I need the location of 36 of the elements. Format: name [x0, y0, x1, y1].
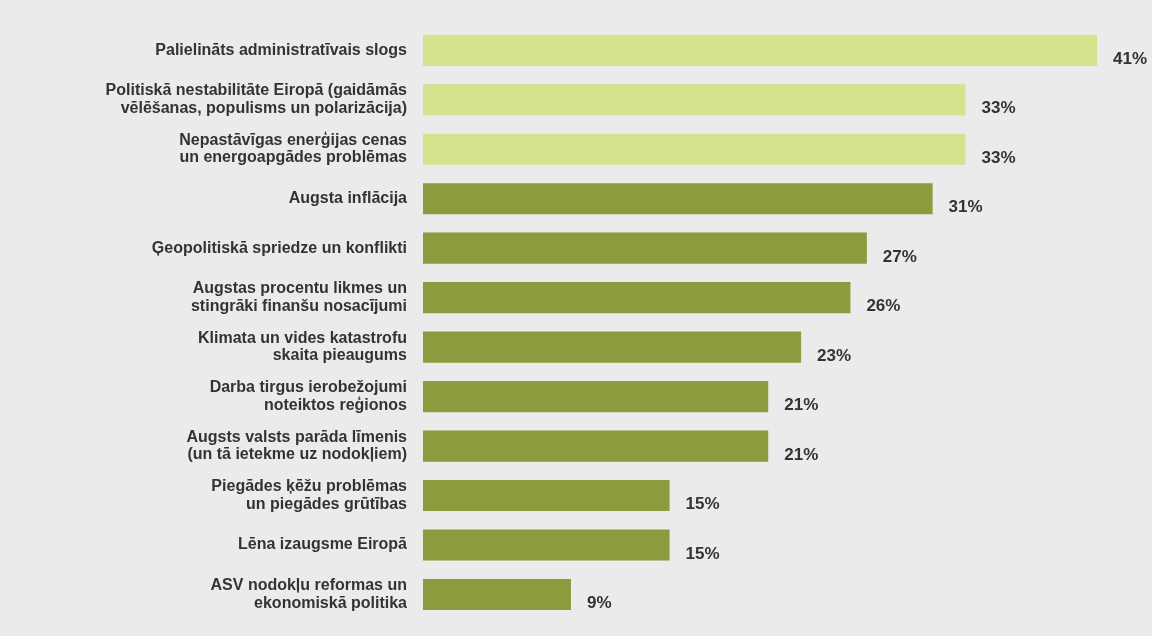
data-label: 9%: [586, 593, 612, 613]
y-tick-label: Augstas procentu likmes un stingrāki finanšu nosacījumi: [190, 279, 407, 314]
data-label: 21%: [784, 395, 819, 415]
bar: [423, 84, 966, 116]
data-label: 31%: [948, 197, 983, 217]
bar: [423, 183, 933, 215]
bar: [423, 430, 769, 462]
bar: [423, 578, 571, 611]
data-label: 33%: [981, 98, 1016, 118]
y-tick-label: Augsta inflācija: [288, 189, 408, 207]
y-tick-label: Piegādes ķēžu problēmas un piegādes grūtības: [211, 477, 408, 512]
data-label: 15%: [685, 543, 720, 563]
data-label: 26%: [866, 296, 901, 316]
data-label: 15%: [685, 494, 720, 514]
y-tick-label: Nepastāvīgas enerģijas cenas un energoapgādes problēmas: [179, 130, 408, 166]
y-tick-label: Palielināts administratīvais slogs: [155, 40, 408, 58]
y-tick-label: Politiskā nestabilitāte Eiropā (gaidāmās vēlēšanas, populisms un polarizācija): [105, 81, 408, 117]
data-label: 27%: [882, 246, 917, 266]
data-label: 21%: [784, 444, 819, 464]
bar: [423, 479, 670, 512]
y-tick-label: Klimata un vides katastrofu skaita pieaugums: [198, 328, 408, 364]
y-tick-label: Ģeopolitiskā spriedze un konflikti: [151, 238, 407, 256]
bar: [423, 331, 802, 363]
y-tick-label: Lēna izaugsme Eiropā: [238, 535, 408, 553]
bar: [423, 282, 851, 314]
bar: [423, 133, 966, 165]
y-tick-label: ASV nodokļu reformas un ekonomiskā politika: [210, 576, 408, 611]
data-label: 41%: [1113, 49, 1148, 69]
bar: [423, 381, 769, 413]
data-label: 33%: [981, 147, 1016, 167]
bar: [423, 34, 1097, 66]
bar: [423, 232, 867, 264]
y-tick-label: Augsts valsts parāda līmenis (un tā ietekme uz nodokļiem): [186, 427, 408, 463]
bar: [423, 529, 670, 561]
y-tick-label: Darba tirgus ierobežojumi noteiktos reģionos: [209, 378, 408, 413]
data-label: 23%: [817, 345, 852, 365]
